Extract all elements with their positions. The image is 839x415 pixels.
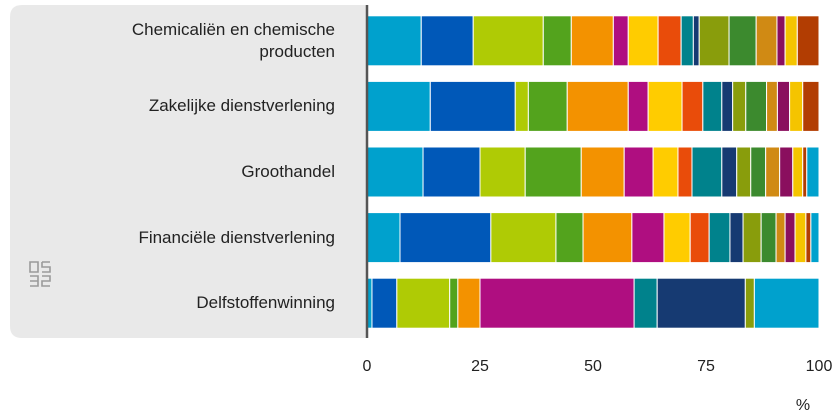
bar-segment	[728, 15, 757, 67]
bar-segment	[765, 146, 781, 198]
bar-segment	[366, 212, 401, 264]
bar-segment	[732, 80, 747, 132]
bar-segment	[702, 80, 723, 132]
category-label: Financiële dienstverlening	[138, 227, 335, 247]
bar-segment	[472, 15, 544, 67]
bar-segment	[784, 15, 798, 67]
bar-segment	[555, 212, 584, 264]
bar-segment	[677, 146, 693, 198]
bar-segment	[806, 146, 820, 198]
bar-segment	[736, 146, 752, 198]
bar-segment	[691, 146, 723, 198]
bar-segment	[612, 15, 629, 67]
bar-segment	[399, 212, 492, 264]
bar-segment	[784, 212, 796, 264]
x-tick-label: 0	[363, 358, 372, 375]
bar-segment	[371, 277, 398, 329]
label-panel	[10, 5, 367, 338]
bar-segment	[422, 146, 481, 198]
bar-segment	[663, 212, 691, 264]
bar-segment	[366, 15, 422, 67]
bar-segment	[753, 277, 820, 329]
bar-segment	[566, 80, 629, 132]
bar-segment	[479, 277, 635, 329]
bar-segment	[779, 146, 794, 198]
bar-segment	[479, 146, 526, 198]
bar-segment	[524, 146, 582, 198]
bar-segment	[647, 80, 683, 132]
bar-segment	[802, 80, 820, 132]
bar-segment	[802, 146, 808, 198]
bar-segment	[796, 15, 820, 67]
bar-segment	[680, 15, 694, 67]
bar-segment	[745, 80, 768, 132]
bar-segment	[760, 212, 777, 264]
bar-segment	[681, 80, 704, 132]
bar-segment	[420, 15, 474, 67]
bar-segment	[766, 80, 778, 132]
bar-segment	[631, 212, 665, 264]
bar-segment	[542, 15, 572, 67]
bar-segment	[570, 15, 614, 67]
bar-segment	[627, 15, 659, 67]
bar-segment	[794, 212, 807, 264]
bar-segment	[633, 277, 658, 329]
bar-segment	[792, 146, 804, 198]
bar-segment	[490, 212, 557, 264]
bar-segment	[396, 277, 451, 329]
bar-segment	[457, 277, 481, 329]
bar-segment	[366, 80, 431, 132]
bar-segment	[810, 212, 820, 264]
bar-segment	[527, 80, 568, 132]
bar-segment	[755, 15, 778, 67]
bar-segment	[729, 212, 744, 264]
bar-segment	[580, 146, 625, 198]
bar-segment	[656, 277, 746, 329]
bar-segment	[742, 212, 762, 264]
bar-segment	[692, 15, 700, 67]
logo	[29, 261, 51, 287]
bar-segment	[627, 80, 649, 132]
x-tick-label: 25	[471, 358, 489, 375]
bar-segment	[721, 80, 734, 132]
bar-segment	[775, 212, 786, 264]
x-tick-label: 75	[697, 358, 715, 375]
bar-segment	[805, 212, 812, 264]
category-label: Chemicaliën en chemische producten	[131, 19, 335, 61]
x-tick-label: 50	[584, 358, 602, 375]
category-label: Groothandel	[241, 162, 335, 181]
bar-segment	[744, 277, 755, 329]
bar-segment	[689, 212, 710, 264]
bar-segment	[366, 146, 424, 198]
bar-segment	[652, 146, 679, 198]
bar-segment	[657, 15, 682, 67]
bar-segment	[449, 277, 459, 329]
bar-segment	[514, 80, 529, 132]
bar-segment	[623, 146, 654, 198]
bar-segment	[429, 80, 516, 132]
bar-segment	[776, 15, 786, 67]
x-tick-label: 100	[806, 358, 833, 375]
category-label: Delfstoffenwinning	[196, 293, 335, 313]
bar-segment	[721, 146, 738, 198]
bar-segment	[698, 15, 730, 67]
x-axis-label: %	[796, 397, 810, 414]
bar-segment	[582, 212, 633, 264]
bar-segment	[789, 80, 804, 132]
category-label: Zakelijke dienstverlening	[148, 96, 335, 116]
bar-segment	[750, 146, 767, 198]
bar-segment	[708, 212, 731, 264]
bar-segment	[776, 80, 791, 132]
